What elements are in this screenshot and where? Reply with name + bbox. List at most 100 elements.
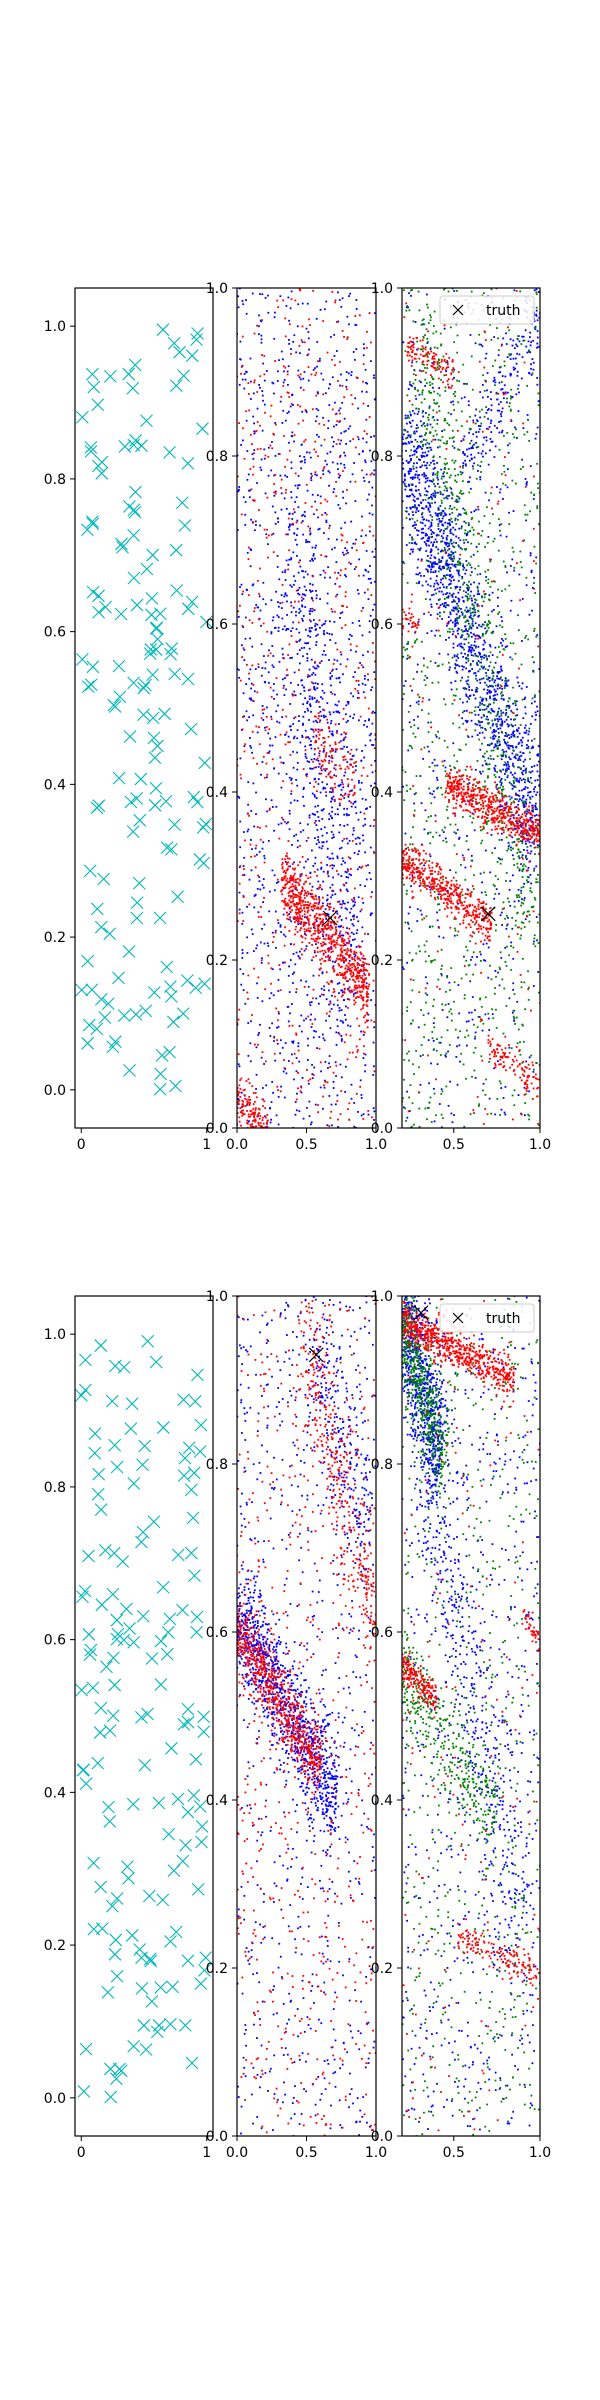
- data-point: [297, 902, 300, 905]
- sample-marker: [134, 772, 148, 786]
- data-point: [287, 517, 290, 520]
- data-point: [314, 500, 317, 503]
- sample-marker: [113, 690, 127, 704]
- data-point: [443, 512, 446, 515]
- data-point: [342, 883, 345, 886]
- data-point: [496, 693, 499, 696]
- data-point: [357, 692, 360, 695]
- data-point: [288, 523, 291, 526]
- data-point: [423, 574, 425, 577]
- data-point: [420, 802, 423, 804]
- data-point: [521, 771, 523, 774]
- data-point: [341, 950, 343, 953]
- data-point: [314, 374, 317, 377]
- data-point: [479, 708, 481, 711]
- data-point: [331, 548, 333, 551]
- data-point: [453, 1114, 455, 1116]
- data-point: [487, 976, 490, 979]
- data-point: [244, 616, 247, 619]
- data-point: [340, 779, 343, 782]
- sample-marker: [122, 367, 136, 381]
- sample-marker: [169, 1079, 182, 1093]
- data-point: [304, 461, 306, 464]
- data-point: [318, 1047, 321, 1050]
- data-point: [293, 887, 296, 889]
- data-point: [365, 473, 368, 476]
- data-point: [487, 685, 490, 688]
- data-point: [329, 676, 332, 679]
- data-point: [414, 321, 417, 323]
- data-point: [273, 829, 276, 832]
- data-point: [300, 679, 303, 682]
- data-point: [453, 655, 456, 658]
- data-point: [504, 946, 507, 949]
- data-point: [436, 563, 439, 565]
- data-point: [295, 913, 298, 916]
- data-point: [374, 580, 376, 583]
- data-point: [356, 957, 359, 960]
- data-point: [357, 977, 360, 980]
- data-point: [344, 713, 347, 716]
- data-point: [431, 566, 434, 569]
- data-point: [325, 300, 328, 303]
- data-point: [341, 795, 344, 797]
- data-point: [238, 1084, 241, 1087]
- sample-marker: [130, 911, 144, 925]
- data-point: [302, 570, 304, 573]
- data-point: [498, 677, 500, 680]
- data-point: [253, 690, 256, 693]
- data-point: [297, 422, 300, 425]
- data-point: [239, 757, 242, 760]
- data-point: [333, 798, 336, 801]
- data-point: [331, 290, 334, 293]
- data-point: [263, 1063, 265, 1065]
- data-point: [481, 881, 483, 884]
- data-point: [303, 786, 305, 789]
- data-point: [322, 378, 325, 381]
- sample-marker: [108, 1035, 122, 1049]
- data-point: [464, 459, 467, 462]
- data-point: [334, 299, 337, 302]
- data-point: [325, 971, 328, 974]
- data-point: [244, 378, 247, 381]
- data-point: [297, 1087, 299, 1090]
- data-point: [264, 988, 267, 991]
- data-point: [365, 1000, 368, 1003]
- sample-marker: [168, 667, 182, 681]
- data-point: [253, 381, 256, 384]
- data-point: [317, 931, 320, 934]
- data-point: [350, 874, 352, 877]
- data-point: [473, 581, 475, 584]
- data-point: [373, 1119, 375, 1121]
- data-point: [466, 721, 468, 724]
- data-point: [346, 1024, 349, 1027]
- data-point: [321, 689, 324, 692]
- data-point: [285, 715, 288, 718]
- data-point: [247, 1101, 250, 1104]
- data-point: [474, 768, 477, 771]
- data-point: [405, 495, 408, 498]
- data-point: [339, 681, 342, 684]
- data-point: [457, 984, 460, 986]
- data-point: [319, 886, 322, 889]
- data-point: [293, 971, 296, 974]
- data-point: [325, 755, 327, 758]
- data-point: [468, 646, 471, 648]
- data-point: [406, 657, 409, 660]
- data-point: [278, 359, 280, 362]
- data-point: [447, 1050, 449, 1053]
- data-point: [366, 1005, 369, 1008]
- data-point: [247, 1022, 250, 1024]
- data-point: [466, 720, 469, 722]
- data-point: [288, 319, 291, 322]
- data-point: [317, 747, 320, 750]
- data-point: [339, 1019, 342, 1022]
- data-point: [341, 551, 344, 554]
- data-point: [288, 887, 291, 890]
- data-point: [321, 972, 324, 975]
- data-point: [286, 1006, 289, 1008]
- data-point: [309, 324, 311, 327]
- data-point: [308, 613, 311, 615]
- data-point: [434, 634, 437, 637]
- data-point: [242, 1109, 244, 1112]
